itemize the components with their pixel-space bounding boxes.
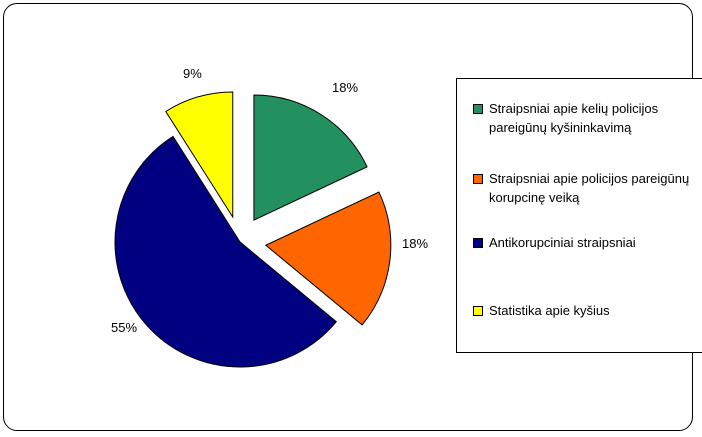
legend: Straipsniai apie kelių policijos pareigū… xyxy=(456,78,702,353)
pie-slice-korupcinė xyxy=(264,191,392,326)
pie-slice-antikorupciniai xyxy=(114,135,338,368)
legend-label: Straipsniai apie kelių policijos pareigū… xyxy=(489,101,659,135)
pie-slice-statistika xyxy=(165,91,234,219)
pct-label-korupcinė: 18% xyxy=(402,236,429,251)
pct-label-antikorupciniai: 55% xyxy=(111,320,138,335)
pct-label-kelių: 18% xyxy=(332,80,359,95)
legend-swatch xyxy=(473,104,483,114)
legend-swatch xyxy=(473,306,483,316)
legend-label: Statistika apie kyšius xyxy=(489,303,610,318)
legend-item-statistika: Statistika apie kyšius xyxy=(473,301,694,320)
legend-item-antikorupciniai: Antikorupciniai straipsniai xyxy=(473,233,694,252)
legend-swatch xyxy=(473,238,483,248)
legend-label: Antikorupciniai straipsniai xyxy=(489,235,636,250)
pie-slice-kelių xyxy=(253,94,368,221)
legend-item-kelių: Straipsniai apie kelių policijos pareigū… xyxy=(473,99,694,137)
legend-swatch xyxy=(473,174,483,184)
pct-label-statistika: 9% xyxy=(183,66,202,81)
legend-label: Straipsniai apie policijos pareigūnų kor… xyxy=(489,171,690,205)
legend-item-korupcinė: Straipsniai apie policijos pareigūnų kor… xyxy=(473,169,694,207)
